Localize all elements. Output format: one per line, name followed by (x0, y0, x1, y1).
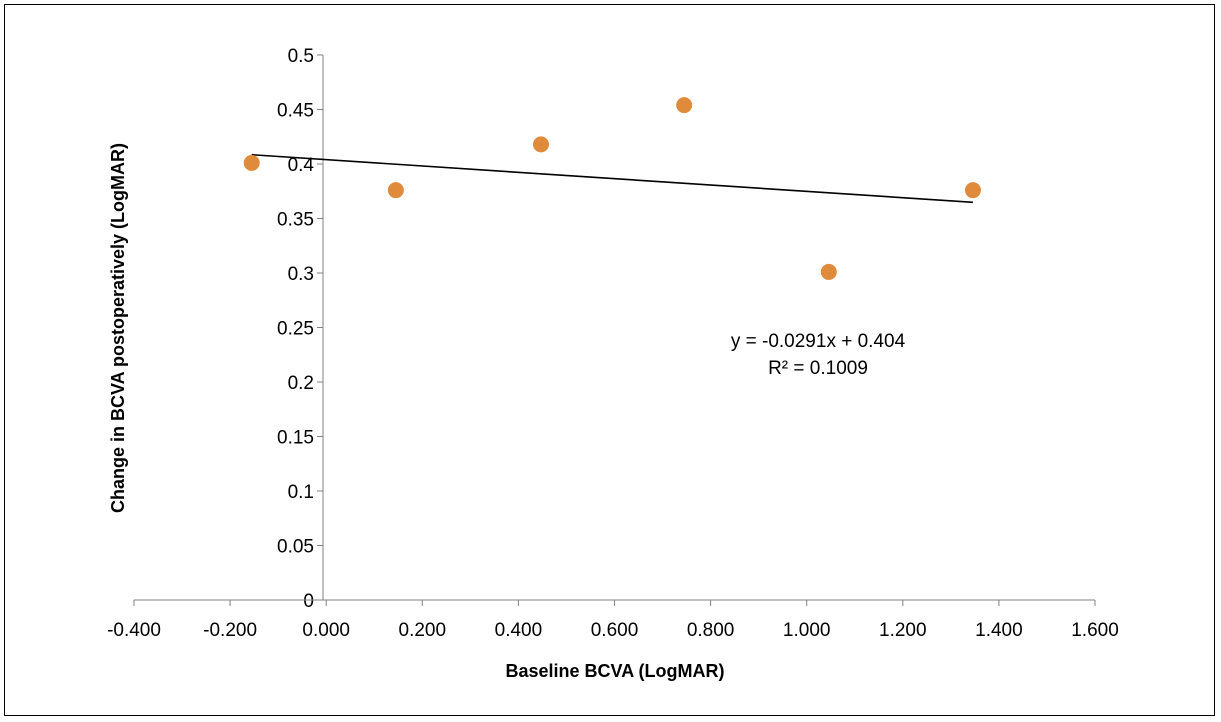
x-tick-label: 1.200 (879, 620, 927, 641)
data-point (387, 182, 404, 199)
data-point (243, 154, 260, 171)
x-tick-label: 0.000 (302, 620, 350, 641)
trendline (251, 153, 974, 204)
x-tick-label: 1.400 (975, 620, 1023, 641)
x-tick-label: 0.800 (687, 620, 735, 641)
axes-layer (134, 55, 1095, 601)
x-tick-label: -0.400 (107, 620, 161, 641)
y-tick-label: 0.3 (288, 264, 314, 285)
data-point (676, 97, 693, 114)
trendline-r-squared: R² = 0.1009 (768, 358, 868, 379)
y-tick-label: 0.25 (277, 319, 314, 340)
trendline-layer (251, 153, 974, 204)
trendline-equation: y = -0.0291x + 0.404 (731, 331, 906, 352)
y-tick-label: 0.4 (288, 155, 315, 176)
points-layer (243, 97, 981, 280)
y-axis-title: Change in BCVA postoperatively (LogMAR) (108, 143, 128, 513)
y-tick-label: 0 (303, 591, 314, 612)
x-tick-label: -0.200 (203, 620, 257, 641)
data-point (820, 263, 837, 280)
chart-frame (4, 4, 1215, 716)
x-axis-title: Baseline BCVA (LogMAR) (505, 661, 724, 681)
y-tick-label: 0.5 (288, 46, 314, 67)
tick-layer: -0.400 -0.200 0.000 0.200 0.400 0.600 0.800 1.0… (107, 46, 1119, 641)
y-tick-label: 0.05 (277, 537, 314, 558)
data-point (532, 136, 549, 153)
y-tick-label: 0.1 (288, 482, 314, 503)
y-tick-label: 0.2 (288, 373, 314, 394)
y-tick-label: 0.45 (277, 101, 314, 122)
x-tick-label: 1.600 (1071, 620, 1119, 641)
data-point (964, 182, 981, 199)
x-tick-label: 1.000 (783, 620, 831, 641)
y-tick-label: 0.15 (277, 428, 314, 449)
y-tick-label: 0.35 (277, 210, 314, 231)
x-tick-label: 0.200 (399, 620, 447, 641)
x-tick-label: 0.600 (591, 620, 639, 641)
x-tick-label: 0.400 (495, 620, 543, 641)
